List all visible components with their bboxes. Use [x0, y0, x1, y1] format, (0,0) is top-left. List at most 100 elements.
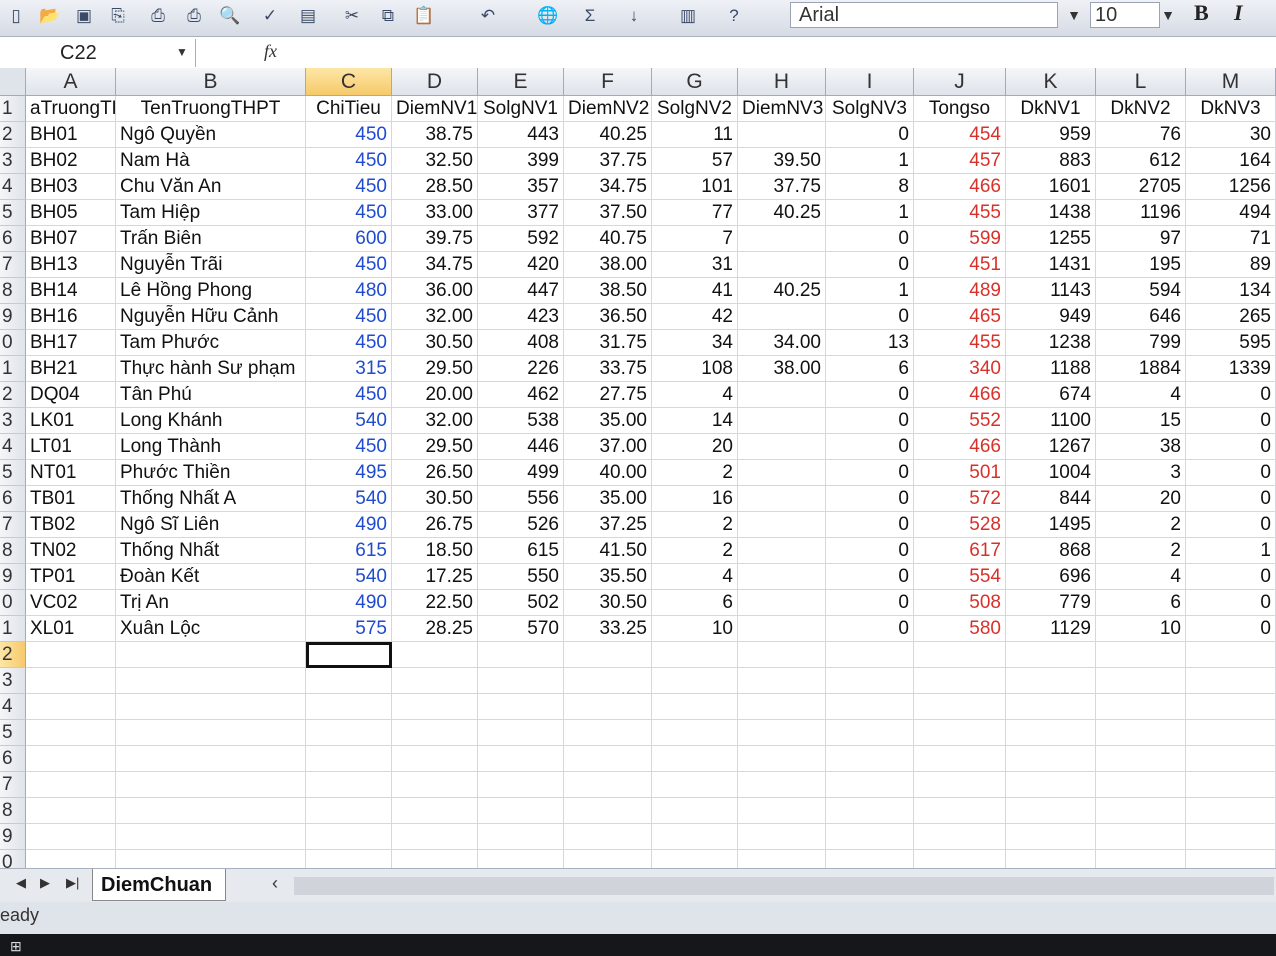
cell-h24[interactable] — [738, 694, 826, 720]
row-header-24[interactable]: 4 — [0, 694, 26, 720]
cell-m25[interactable] — [1186, 720, 1276, 746]
cell-c28[interactable] — [306, 798, 392, 824]
cell-d10[interactable]: 30.50 — [392, 330, 478, 356]
cell-d27[interactable] — [392, 772, 478, 798]
cell-c24[interactable] — [306, 694, 392, 720]
cell-b22[interactable] — [116, 642, 306, 668]
column-header-d[interactable]: D — [392, 68, 478, 96]
cell-d18[interactable]: 18.50 — [392, 538, 478, 564]
header-cell-i[interactable]: SolgNV3 — [826, 96, 914, 122]
cell-f8[interactable]: 38.50 — [564, 278, 652, 304]
cell-j5[interactable]: 455 — [914, 200, 1006, 226]
cell-e8[interactable]: 447 — [478, 278, 564, 304]
cell-i22[interactable] — [826, 642, 914, 668]
cell-i14[interactable]: 0 — [826, 434, 914, 460]
cell-k16[interactable]: 844 — [1006, 486, 1096, 512]
cell-b28[interactable] — [116, 798, 306, 824]
cell-a7[interactable]: BH13 — [26, 252, 116, 278]
row-header-26[interactable]: 6 — [0, 746, 26, 772]
cell-g12[interactable]: 4 — [652, 382, 738, 408]
cell-d21[interactable]: 28.25 — [392, 616, 478, 642]
cell-e6[interactable]: 592 — [478, 226, 564, 252]
cell-i13[interactable]: 0 — [826, 408, 914, 434]
cell-m4[interactable]: 1256 — [1186, 174, 1276, 200]
cell-j3[interactable]: 457 — [914, 148, 1006, 174]
cell-g25[interactable] — [652, 720, 738, 746]
cell-k3[interactable]: 883 — [1006, 148, 1096, 174]
cell-m2[interactable]: 30 — [1186, 122, 1276, 148]
cell-f29[interactable] — [564, 824, 652, 850]
cell-f16[interactable]: 35.00 — [564, 486, 652, 512]
row-header-28[interactable]: 8 — [0, 798, 26, 824]
cell-a25[interactable] — [26, 720, 116, 746]
cell-i18[interactable]: 0 — [826, 538, 914, 564]
column-header-l[interactable]: L — [1096, 68, 1186, 96]
header-cell-h[interactable]: DiemNV3 — [738, 96, 826, 122]
cell-j15[interactable]: 501 — [914, 460, 1006, 486]
cell-a3[interactable]: BH02 — [26, 148, 116, 174]
cell-c17[interactable]: 490 — [306, 512, 392, 538]
cell-c9[interactable]: 450 — [306, 304, 392, 330]
open-icon[interactable]: 📂 — [39, 6, 61, 25]
cell-g30[interactable] — [652, 850, 738, 868]
cell-h14[interactable] — [738, 434, 826, 460]
cell-l9[interactable]: 646 — [1096, 304, 1186, 330]
row-header-18[interactable]: 8 — [0, 538, 26, 564]
cell-i28[interactable] — [826, 798, 914, 824]
cell-j24[interactable] — [914, 694, 1006, 720]
cell-c19[interactable]: 540 — [306, 564, 392, 590]
cell-f15[interactable]: 40.00 — [564, 460, 652, 486]
cell-b21[interactable]: Xuân Lộc — [116, 616, 306, 642]
cell-k22[interactable] — [1006, 642, 1096, 668]
column-header-g[interactable]: G — [652, 68, 738, 96]
cell-f4[interactable]: 34.75 — [564, 174, 652, 200]
cell-c21[interactable]: 575 — [306, 616, 392, 642]
cell-e13[interactable]: 538 — [478, 408, 564, 434]
cell-i4[interactable]: 8 — [826, 174, 914, 200]
cell-k26[interactable] — [1006, 746, 1096, 772]
cell-m15[interactable]: 0 — [1186, 460, 1276, 486]
cell-f11[interactable]: 33.75 — [564, 356, 652, 382]
cell-b12[interactable]: Tân Phú — [116, 382, 306, 408]
cell-d7[interactable]: 34.75 — [392, 252, 478, 278]
cell-b18[interactable]: Thống Nhất — [116, 538, 306, 564]
cell-d11[interactable]: 29.50 — [392, 356, 478, 382]
cell-d5[interactable]: 33.00 — [392, 200, 478, 226]
cell-h8[interactable]: 40.25 — [738, 278, 826, 304]
cell-a8[interactable]: BH14 — [26, 278, 116, 304]
cell-i16[interactable]: 0 — [826, 486, 914, 512]
cell-b3[interactable]: Nam Hà — [116, 148, 306, 174]
save-icon[interactable]: ▣ — [75, 6, 93, 25]
cell-a10[interactable]: BH17 — [26, 330, 116, 356]
cell-g29[interactable] — [652, 824, 738, 850]
paste-icon[interactable]: 📋 — [413, 6, 435, 25]
cell-f7[interactable]: 38.00 — [564, 252, 652, 278]
cell-g17[interactable]: 2 — [652, 512, 738, 538]
cell-b14[interactable]: Long Thành — [116, 434, 306, 460]
cell-g28[interactable] — [652, 798, 738, 824]
cell-k25[interactable] — [1006, 720, 1096, 746]
cell-b9[interactable]: Nguyễn Hữu Cảnh — [116, 304, 306, 330]
cell-c18[interactable]: 615 — [306, 538, 392, 564]
insert-function-icon[interactable]: fx — [264, 41, 277, 61]
font-size-box[interactable]: 10 — [1090, 2, 1160, 28]
cell-h10[interactable]: 34.00 — [738, 330, 826, 356]
cell-h18[interactable] — [738, 538, 826, 564]
cell-b17[interactable]: Ngô Sĩ Liên — [116, 512, 306, 538]
cell-m3[interactable]: 164 — [1186, 148, 1276, 174]
cell-h2[interactable] — [738, 122, 826, 148]
cell-m18[interactable]: 1 — [1186, 538, 1276, 564]
header-cell-g[interactable]: SolgNV2 — [652, 96, 738, 122]
cell-i23[interactable] — [826, 668, 914, 694]
cell-k18[interactable]: 868 — [1006, 538, 1096, 564]
cell-h4[interactable]: 37.75 — [738, 174, 826, 200]
cell-m9[interactable]: 265 — [1186, 304, 1276, 330]
column-header-c[interactable]: C — [306, 68, 392, 96]
row-header-29[interactable]: 9 — [0, 824, 26, 850]
cell-d17[interactable]: 26.75 — [392, 512, 478, 538]
cell-m14[interactable]: 0 — [1186, 434, 1276, 460]
cell-j16[interactable]: 572 — [914, 486, 1006, 512]
cell-l18[interactable]: 2 — [1096, 538, 1186, 564]
cell-k8[interactable]: 1143 — [1006, 278, 1096, 304]
cell-h19[interactable] — [738, 564, 826, 590]
